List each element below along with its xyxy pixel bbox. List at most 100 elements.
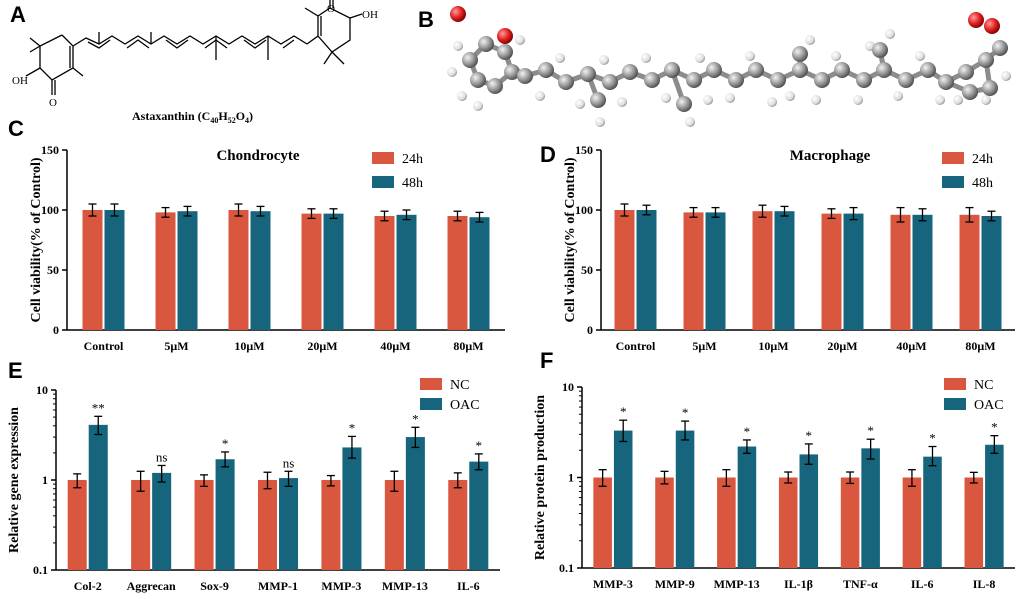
carbon-atom <box>706 62 722 78</box>
y-tick-label: 100 <box>575 203 593 217</box>
significance-marker: * <box>349 420 356 435</box>
x-tick-label: Sox-9 <box>200 579 229 593</box>
bar-24h <box>155 212 176 330</box>
carbon-atom <box>872 42 888 58</box>
bar-24h <box>821 213 842 330</box>
hydrogen-atom <box>725 93 735 103</box>
legend-label: NC <box>974 378 993 393</box>
carbon-atom <box>462 52 478 68</box>
hydrogen-atom <box>599 55 609 65</box>
y-tick-label: 1 <box>568 471 574 485</box>
hydrogen-atom <box>785 91 795 101</box>
carbon-atom <box>538 62 554 78</box>
x-tick-label: MMP-9 <box>655 577 695 591</box>
bar-oac <box>675 430 695 568</box>
x-tick-label: MMP-1 <box>258 579 298 593</box>
oxygen-atom <box>450 6 466 22</box>
carbon-atom <box>517 68 533 84</box>
y-tick-label: 10 <box>562 380 574 394</box>
x-tick-label: Control <box>616 339 656 353</box>
carbon-atom <box>504 64 520 80</box>
carbon-atom <box>622 64 638 80</box>
bar-24h <box>614 210 635 330</box>
y-axis-label: Cell viability(% of Control) <box>29 157 44 322</box>
y-tick-label: 150 <box>575 143 593 157</box>
carbon-atom <box>992 40 1008 56</box>
legend-label: 24h <box>972 152 993 167</box>
hydrogen-atom <box>767 97 777 107</box>
bar-nc <box>384 480 404 570</box>
x-tick-label: 40μM <box>896 339 926 353</box>
x-tick-label: 5μM <box>164 339 188 353</box>
bar-48h <box>177 211 198 330</box>
ketone-label-right: O <box>327 3 335 15</box>
hydrogen-atom <box>831 51 841 61</box>
y-tick-label: 0 <box>53 323 59 337</box>
bar-48h <box>104 210 125 330</box>
x-tick-label: 20μM <box>827 339 857 353</box>
bar-24h <box>82 210 103 330</box>
significance-marker: ns <box>283 455 295 470</box>
legend-swatch-oac <box>420 398 442 410</box>
significance-marker: * <box>867 423 874 438</box>
bar-24h <box>752 211 773 330</box>
bar-oac <box>405 437 425 570</box>
carbon-atom <box>558 74 574 90</box>
oxygen-atom <box>984 18 1000 34</box>
carbon-atom <box>898 72 914 88</box>
significance-marker: * <box>806 428 813 443</box>
carbon-atom <box>814 72 830 88</box>
bar-oac <box>215 459 235 570</box>
oxygen-atom <box>968 12 984 28</box>
hydrogen-atom <box>885 29 895 39</box>
x-tick-label: 5μM <box>692 339 716 353</box>
hydrogen-atom <box>641 53 651 63</box>
bar-24h <box>228 210 249 330</box>
hydrogen-atom <box>575 99 585 109</box>
carbon-atom <box>958 64 974 80</box>
chart-title: Chondrocyte <box>216 148 299 164</box>
bar-oac <box>88 424 108 570</box>
charts-container: 0 50 100 150 Cell viability(% of Control) Cho… <box>7 143 1015 593</box>
x-tick-label: IL-8 <box>973 577 996 591</box>
legend-swatch-oac <box>944 398 966 410</box>
x-tick-label: MMP-3 <box>321 579 361 593</box>
bar-48h <box>636 210 657 330</box>
x-tick-label: Control <box>84 339 124 353</box>
bar-oac <box>861 448 880 568</box>
significance-marker: * <box>991 420 998 435</box>
bar-nc <box>194 480 214 570</box>
oh-label-left: OH <box>12 75 28 87</box>
bar-24h <box>683 212 704 330</box>
hydrogen-atom <box>447 67 457 77</box>
panel-letter-c: C <box>8 116 24 141</box>
bar-24h <box>959 214 980 330</box>
bar-nc <box>448 480 468 570</box>
y-tick-label: 100 <box>41 203 59 217</box>
x-tick-label: IL-6 <box>457 579 480 593</box>
bar-48h <box>396 214 417 330</box>
carbon-atom <box>938 74 954 90</box>
carbon-atom <box>686 72 702 88</box>
x-tick-label: 10μM <box>758 339 788 353</box>
bar-48h <box>705 212 726 330</box>
carbon-atom <box>834 62 850 78</box>
oxygen-atom <box>497 28 513 44</box>
bar-oac <box>342 447 362 570</box>
bar-oac <box>985 444 1004 568</box>
carbon-atom <box>580 66 596 82</box>
x-tick-label: MMP-13 <box>714 577 760 591</box>
y-axis-label: Relative gene expression <box>7 407 22 553</box>
panel-letter-b: B <box>418 7 434 32</box>
y-tick-label: 10 <box>36 383 48 397</box>
carbon-atom <box>728 72 744 88</box>
bar-nc <box>655 477 674 568</box>
hydrogen-atom <box>981 95 991 105</box>
y-axis-label: Relative protein production <box>533 395 548 560</box>
bar-oac <box>923 456 942 568</box>
bar-nc <box>902 477 922 568</box>
y-tick-label: 50 <box>47 263 59 277</box>
carbon-atom <box>792 62 808 78</box>
carbon-atom <box>982 80 998 96</box>
hydrogen-atom <box>617 97 627 107</box>
